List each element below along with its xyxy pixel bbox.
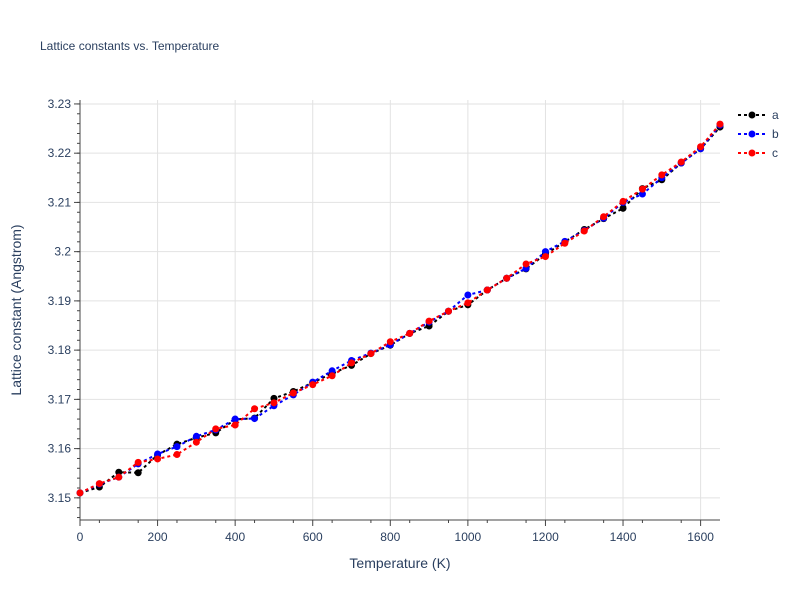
y-tick-label: 3.18 [48, 343, 72, 357]
series-b-point[interactable] [173, 443, 181, 451]
series-c-point[interactable] [580, 227, 588, 235]
series-c-point[interactable] [483, 286, 491, 294]
series-c-point[interactable] [309, 381, 317, 389]
y-tick-label: 3.22 [48, 146, 72, 160]
series-c-point[interactable] [697, 143, 705, 151]
series-c [76, 120, 724, 497]
series-c-point[interactable] [600, 213, 608, 221]
series-a-point[interactable] [115, 468, 123, 476]
series-c-point[interactable] [619, 197, 627, 205]
series-c-point[interactable] [406, 329, 414, 337]
x-tick-label: 400 [225, 530, 245, 544]
y-tick-label: 3.19 [48, 294, 72, 308]
series-c-point[interactable] [541, 253, 549, 261]
series-b-point[interactable] [541, 248, 549, 256]
series-c-point[interactable] [638, 185, 646, 193]
series-c-point[interactable] [115, 473, 123, 481]
y-tick-label: 3.17 [48, 392, 72, 406]
series-c-point[interactable] [251, 405, 259, 413]
series-c-point[interactable] [328, 372, 336, 380]
series-c-point[interactable] [522, 260, 530, 268]
legend-marker [748, 111, 756, 119]
x-tick-label: 1400 [610, 530, 637, 544]
legend-label: a [772, 108, 779, 122]
series-c-point[interactable] [464, 299, 472, 307]
series-c-point[interactable] [348, 359, 356, 367]
series-c-line [79, 123, 721, 494]
series-c-point[interactable] [289, 389, 297, 397]
legend-item-b[interactable]: b [738, 127, 779, 141]
legend-label: b [772, 127, 779, 141]
series-c-point[interactable] [212, 425, 220, 433]
legend[interactable]: abc [738, 108, 779, 160]
series-a [76, 123, 724, 497]
grid [80, 100, 720, 520]
series-c-point[interactable] [716, 120, 724, 128]
x-tick-label: 1200 [532, 530, 559, 544]
series-c-point[interactable] [561, 239, 569, 247]
series-c-point[interactable] [192, 438, 200, 446]
x-tick-label: 200 [148, 530, 168, 544]
series-c-point[interactable] [658, 171, 666, 179]
series-c-point[interactable] [76, 489, 84, 497]
series-b-line [79, 124, 721, 494]
series-c-point[interactable] [503, 274, 511, 282]
series-a-point[interactable] [619, 204, 627, 212]
legend-item-a[interactable]: a [738, 108, 779, 122]
legend-label: c [772, 146, 778, 160]
series-c-point[interactable] [367, 350, 375, 358]
axes: 0 200 400 600 800 1000 1200 1400 1600 3.15 3.16 3.1… [48, 97, 720, 544]
x-tick-label: 1600 [687, 530, 714, 544]
series-b-point[interactable] [154, 450, 162, 458]
x-tick-label: 1000 [455, 530, 482, 544]
series [76, 120, 724, 497]
series-a-point[interactable] [134, 469, 142, 477]
series-c-point[interactable] [154, 455, 162, 463]
legend-marker [748, 149, 756, 157]
series-b [76, 121, 724, 497]
y-tick-label: 3.15 [48, 491, 72, 505]
series-b-point[interactable] [464, 291, 472, 299]
series-a-line [79, 126, 721, 494]
series-b-point[interactable] [638, 190, 646, 198]
series-c-point[interactable] [173, 451, 181, 459]
x-axis-title: Temperature (K) [349, 555, 450, 571]
series-b-point[interactable] [231, 415, 239, 423]
y-tick-label: 3.21 [48, 195, 72, 209]
chart-title: Lattice constants vs. Temperature [40, 39, 220, 53]
y-tick-label: 3.16 [48, 442, 72, 456]
legend-item-c[interactable]: c [738, 146, 778, 160]
series-c-point[interactable] [677, 158, 685, 166]
x-tick-label: 0 [77, 530, 84, 544]
series-b-point[interactable] [251, 415, 259, 423]
series-c-point[interactable] [95, 480, 103, 488]
series-c-point[interactable] [425, 317, 433, 325]
y-tick-label: 3.2 [54, 245, 71, 259]
series-c-point[interactable] [231, 421, 239, 429]
series-c-point[interactable] [270, 399, 278, 407]
series-b-point[interactable] [328, 367, 336, 375]
x-tick-label: 600 [303, 530, 323, 544]
series-c-point[interactable] [444, 307, 452, 315]
series-c-point[interactable] [134, 458, 142, 466]
y-tick-label: 3.23 [48, 97, 72, 111]
series-b-point[interactable] [192, 432, 200, 440]
series-c-point[interactable] [386, 338, 394, 346]
x-tick-label: 800 [380, 530, 400, 544]
legend-marker [748, 130, 756, 138]
y-axis-title: Lattice constant (Angstrom) [8, 224, 24, 395]
